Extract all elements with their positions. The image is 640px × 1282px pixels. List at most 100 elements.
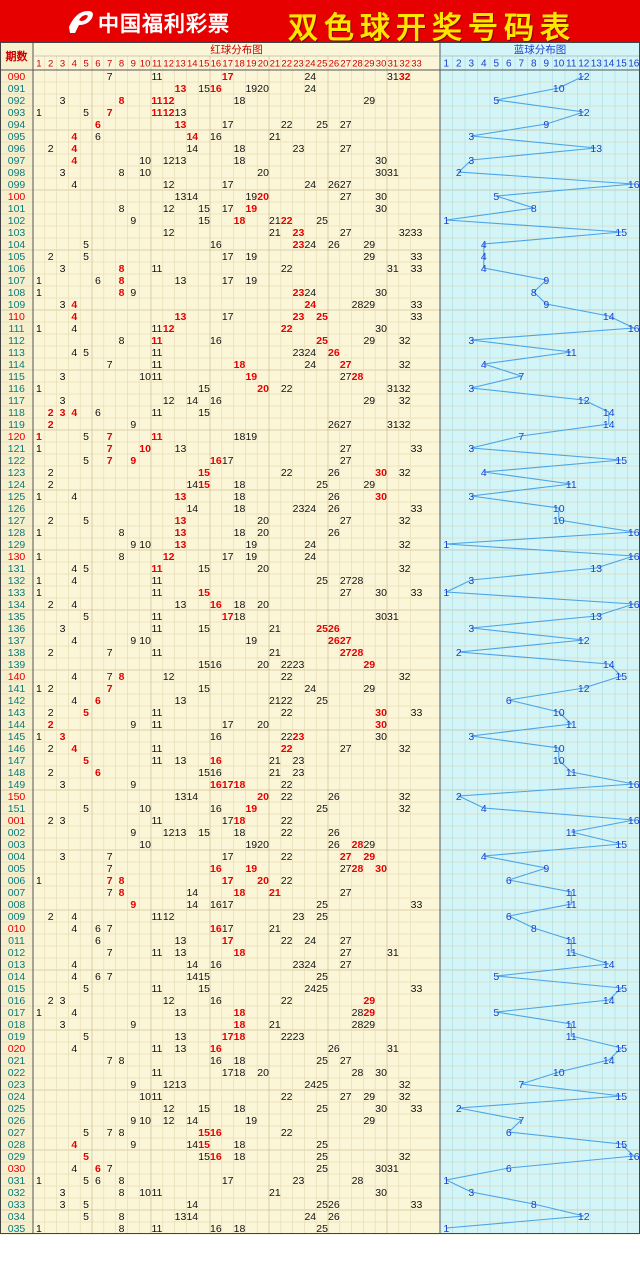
- red-ball: 4: [71, 1043, 77, 1055]
- red-column-label: 7: [107, 59, 112, 70]
- red-ball: 6: [95, 935, 101, 947]
- red-ball-repeat: 28: [352, 839, 364, 851]
- period-label: 021: [8, 1055, 26, 1067]
- red-ball: 3: [60, 263, 66, 275]
- red-ball: 11: [151, 263, 162, 275]
- red-ball-repeat: 8: [119, 287, 125, 299]
- red-ball: 20: [257, 515, 269, 527]
- red-ball: 17: [222, 1067, 234, 1079]
- red-ball: 20: [257, 563, 269, 575]
- red-ball-repeat: 18: [234, 779, 246, 791]
- red-ball: 24: [304, 71, 316, 83]
- red-ball: 11: [151, 911, 162, 923]
- red-ball-repeat: 13: [175, 515, 187, 527]
- red-ball: 11: [151, 371, 162, 383]
- red-ball: 25: [316, 1199, 328, 1211]
- red-ball: 8: [119, 1223, 125, 1235]
- red-ball: 11: [151, 707, 162, 719]
- blue-ball: 11: [566, 479, 577, 491]
- period-label: 122: [8, 455, 26, 467]
- red-ball: 11: [151, 611, 162, 623]
- red-ball: 33: [411, 227, 423, 239]
- red-ball: 16: [210, 767, 222, 779]
- red-ball: 25: [316, 119, 328, 131]
- red-ball-repeat: 12: [163, 551, 175, 563]
- red-ball: 19: [245, 1115, 257, 1127]
- red-ball: 23: [293, 959, 305, 971]
- red-column-label: 5: [83, 59, 88, 70]
- red-ball-repeat: 23: [293, 287, 305, 299]
- period-label: 007: [8, 887, 26, 899]
- red-ball: 2: [48, 911, 54, 923]
- red-ball: 23: [293, 755, 305, 767]
- period-column-bg: [0, 42, 33, 1234]
- red-ball-repeat: 10: [139, 443, 151, 455]
- red-ball: 22: [281, 659, 293, 671]
- red-ball: 27: [340, 587, 352, 599]
- period-label: 119: [8, 419, 25, 431]
- red-ball-repeat: 20: [257, 191, 269, 203]
- red-ball: 2: [48, 599, 54, 611]
- red-ball: 2: [48, 143, 54, 155]
- red-ball-repeat: 1: [36, 431, 42, 443]
- red-ball-repeat: 16: [210, 599, 222, 611]
- blue-column-label: 9: [543, 59, 549, 70]
- blue-ball: 11: [566, 1019, 577, 1031]
- red-column-label: 33: [411, 59, 422, 70]
- red-ball: 1: [36, 383, 42, 395]
- red-ball: 14: [186, 1199, 198, 1211]
- blue-ball: 12: [578, 107, 590, 119]
- red-ball: 16: [210, 131, 222, 143]
- red-ball: 28: [352, 575, 364, 587]
- red-ball: 31: [387, 947, 399, 959]
- red-ball: 17: [222, 179, 234, 191]
- red-ball: 29: [363, 1019, 375, 1031]
- red-ball: 12: [163, 179, 175, 191]
- red-ball: 7: [107, 1055, 113, 1067]
- red-ball-repeat: 18: [234, 1007, 246, 1019]
- blue-ball: 3: [468, 575, 474, 587]
- red-ball: 17: [222, 923, 234, 935]
- red-ball: 21: [269, 623, 281, 635]
- red-ball: 6: [95, 131, 101, 143]
- red-ball-repeat: 4: [71, 743, 77, 755]
- red-ball-repeat: 12: [163, 323, 175, 335]
- red-ball: 6: [95, 1175, 101, 1187]
- red-ball: 16: [210, 1055, 222, 1067]
- red-ball: 18: [234, 1055, 246, 1067]
- red-ball-repeat: 18: [234, 887, 246, 899]
- blue-ball: 5: [493, 971, 499, 983]
- period-label: 023: [8, 1079, 26, 1091]
- red-ball-repeat: 3: [60, 731, 66, 743]
- red-ball: 10: [139, 167, 151, 179]
- period-label: 115: [8, 371, 25, 383]
- red-ball-repeat: 4: [71, 1139, 77, 1151]
- blue-ball: 14: [603, 311, 615, 323]
- red-ball: 4: [71, 323, 77, 335]
- red-ball-repeat: 26: [328, 635, 340, 647]
- red-ball: 3: [60, 1019, 66, 1031]
- red-ball: 7: [107, 971, 113, 983]
- red-ball: 14: [186, 887, 198, 899]
- blue-ball: 7: [518, 431, 524, 443]
- red-ball: 25: [316, 971, 328, 983]
- blue-ball: 16: [628, 815, 640, 827]
- red-ball: 14: [186, 791, 198, 803]
- blue-ball: 10: [553, 503, 565, 515]
- red-ball: 27: [340, 1091, 352, 1103]
- red-ball-repeat: 13: [175, 119, 187, 131]
- red-ball-repeat: 20: [257, 383, 269, 395]
- red-ball: 27: [340, 1055, 352, 1067]
- red-ball-repeat: 12: [163, 107, 175, 119]
- period-label: 027: [8, 1127, 26, 1139]
- red-ball-repeat: 29: [363, 1007, 375, 1019]
- blue-ball: 5: [493, 191, 499, 203]
- red-ball: 13: [175, 599, 187, 611]
- blue-ball: 12: [578, 635, 590, 647]
- red-ball: 25: [316, 911, 328, 923]
- red-ball-repeat: 2: [48, 407, 54, 419]
- red-column-label: 6: [95, 59, 100, 70]
- period-label: 013: [8, 959, 26, 971]
- blue-ball: 13: [590, 611, 602, 623]
- red-ball-repeat: 24: [304, 299, 316, 311]
